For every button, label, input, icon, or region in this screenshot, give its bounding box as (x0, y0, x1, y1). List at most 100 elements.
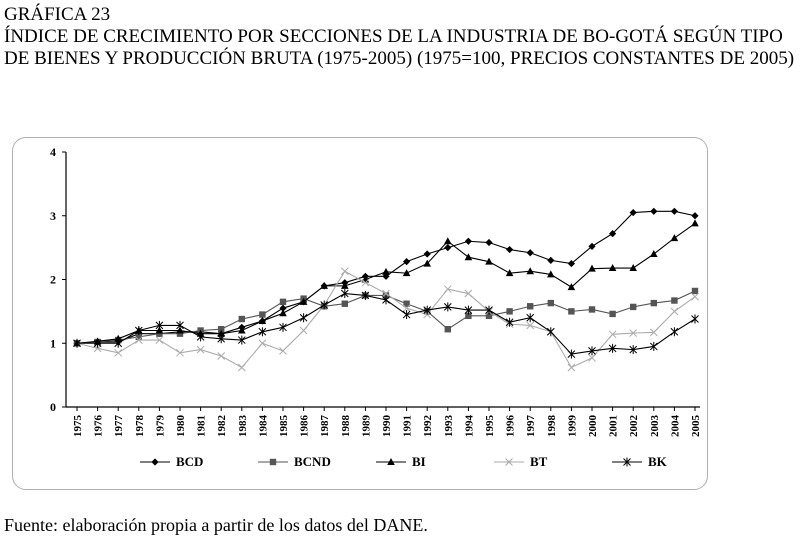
x-tick-label: 1994 (463, 415, 475, 438)
data-point-x (588, 354, 596, 362)
data-point-x (608, 330, 617, 339)
data-point-x-stroke (691, 292, 699, 301)
data-point-triangle (464, 253, 473, 261)
chart-frame (12, 137, 708, 490)
data-point-triangle (526, 267, 534, 275)
series-bt (73, 267, 699, 372)
data-point-x-stroke (608, 330, 617, 339)
data-point-square (279, 298, 287, 306)
data-point-x-stroke (402, 304, 411, 313)
data-point-diamond (464, 237, 472, 245)
data-point-square (691, 287, 699, 295)
data-point-square (218, 326, 225, 333)
legend-item-bk: BK (612, 454, 668, 469)
data-point-star (279, 322, 287, 332)
data-point-x-stroke (114, 348, 123, 357)
data-point-x (567, 363, 576, 372)
data-point-diamond (526, 249, 534, 257)
x-tick-label: 2002 (628, 415, 640, 438)
data-point-star (114, 338, 123, 348)
data-point-triangle (238, 326, 246, 334)
data-point-x (464, 289, 473, 298)
data-point-x (629, 329, 638, 337)
data-point-triangle (629, 264, 637, 272)
x-tick-label: 1992 (422, 415, 434, 438)
data-point-star (217, 334, 226, 344)
data-point-x-stroke (217, 352, 226, 360)
data-point-x (279, 347, 287, 355)
data-point-star (134, 326, 143, 335)
x-tick-label: 1986 (299, 415, 311, 438)
data-point-star (176, 320, 184, 330)
y-tick-label: 2 (50, 273, 56, 287)
data-point-diamond (423, 250, 431, 258)
x-tick-label: 1983 (237, 415, 249, 438)
legend-label-bi: BI (412, 454, 426, 469)
figure-label: GRÁFICA 23 (4, 4, 111, 25)
x-tick-label: 1995 (484, 415, 496, 438)
data-point-square (403, 300, 410, 307)
x-tick-label: 2003 (649, 415, 661, 438)
data-point-square (238, 315, 245, 323)
data-point-x (134, 336, 143, 344)
source-note: Fuente: elaboración propia a partir de l… (4, 515, 428, 535)
data-point-x-stroke (567, 363, 576, 372)
data-point-diamond (567, 259, 575, 268)
data-point-square (527, 303, 534, 310)
line-chart: 0 1 2 3 4 1975 1976 1977 1978 1979 1980 1981 1982 198… (50, 145, 702, 469)
x-tick-label: 2005 (690, 415, 702, 438)
data-point-x-stroke (505, 458, 513, 466)
data-point-square (671, 297, 678, 304)
chart-legend: BCD BCND BI BT BK (140, 454, 668, 469)
x-tick-label: 1982 (216, 415, 228, 438)
data-point-square (650, 299, 657, 307)
y-tick-label: 4 (50, 145, 56, 159)
data-point-square (485, 312, 493, 320)
x-tick-label: 1985 (278, 415, 290, 438)
data-point-x-stroke (340, 267, 349, 276)
data-point-diamond (444, 244, 452, 252)
data-point-x-stroke (629, 329, 638, 337)
data-point-star (361, 290, 370, 300)
x-tick-label: 1988 (340, 415, 352, 438)
data-point-triangle (650, 250, 658, 257)
data-point-star (258, 327, 267, 337)
data-point-star (443, 302, 452, 312)
data-point-triangle (320, 281, 328, 289)
data-point-star (320, 300, 329, 310)
x-tick-label: 1976 (93, 415, 105, 438)
data-point-x (402, 304, 411, 313)
y-tick-label: 1 (50, 336, 56, 350)
data-point-triangle (155, 326, 164, 334)
x-tick-label: 1996 (505, 415, 517, 438)
x-tick-label: 1977 (113, 415, 125, 438)
data-point-triangle (387, 458, 395, 465)
data-point-x-stroke (588, 354, 596, 362)
data-point-diamond (547, 256, 555, 264)
data-point-x (526, 321, 535, 330)
y-tick-label: 0 (50, 400, 56, 414)
data-point-triangle (382, 267, 390, 275)
data-point-x-stroke (176, 348, 184, 357)
data-point-square (506, 308, 513, 315)
data-point-star (382, 295, 390, 305)
figure-caption: GRÁFICA 23 ÍNDICE DE CRECIMIENTO POR SEC… (4, 4, 800, 70)
x-tick-label: 1989 (360, 415, 372, 438)
data-point-star (196, 332, 205, 342)
data-point-square (465, 312, 472, 320)
data-point-x (217, 352, 226, 360)
data-point-triangle (341, 281, 349, 289)
chart-axes: 0 1 2 3 4 1975 1976 1977 1978 1979 1980 1981 1982 198… (50, 145, 702, 437)
data-point-x (382, 289, 390, 298)
data-point-x (114, 348, 123, 357)
x-tick-label: 1979 (154, 415, 166, 438)
data-point-star (423, 305, 432, 315)
data-point-star (155, 320, 164, 330)
data-point-diamond (279, 304, 287, 312)
data-point-x-stroke (237, 363, 246, 372)
data-point-x (443, 285, 452, 293)
data-point-star (670, 327, 679, 337)
legend-item-bi: BI (376, 454, 426, 469)
data-point-diamond (650, 207, 658, 215)
data-point-star (629, 345, 638, 355)
